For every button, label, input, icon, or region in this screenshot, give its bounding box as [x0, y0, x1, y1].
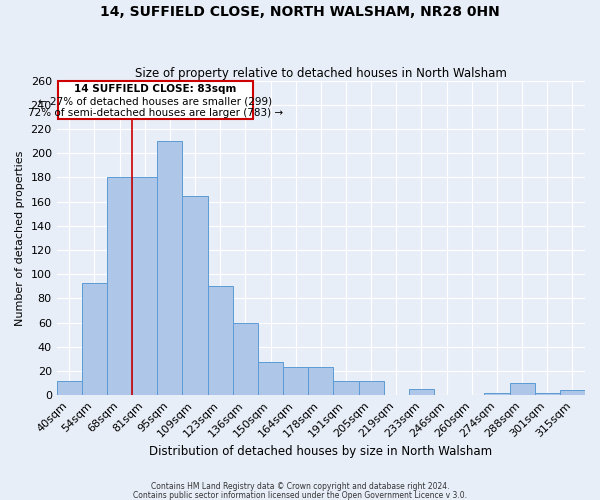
Bar	[157, 141, 182, 395]
Bar	[56, 380, 82, 395]
Text: ← 27% of detached houses are smaller (299): ← 27% of detached houses are smaller (29…	[38, 96, 272, 106]
Bar	[484, 392, 509, 395]
Bar	[509, 383, 535, 395]
Bar	[107, 178, 132, 395]
Y-axis label: Number of detached properties: Number of detached properties	[15, 150, 25, 326]
Bar	[58, 80, 253, 120]
Bar	[535, 392, 560, 395]
Bar	[182, 196, 208, 395]
Bar	[233, 322, 258, 395]
Bar	[258, 362, 283, 395]
Title: Size of property relative to detached houses in North Walsham: Size of property relative to detached ho…	[135, 66, 507, 80]
Bar	[283, 368, 308, 395]
Text: Contains public sector information licensed under the Open Government Licence v : Contains public sector information licen…	[133, 490, 467, 500]
Text: 14 SUFFIELD CLOSE: 83sqm: 14 SUFFIELD CLOSE: 83sqm	[74, 84, 236, 94]
Bar	[82, 282, 107, 395]
Text: Contains HM Land Registry data © Crown copyright and database right 2024.: Contains HM Land Registry data © Crown c…	[151, 482, 449, 491]
Bar	[308, 368, 334, 395]
Text: 14, SUFFIELD CLOSE, NORTH WALSHAM, NR28 0HN: 14, SUFFIELD CLOSE, NORTH WALSHAM, NR28 …	[100, 5, 500, 19]
Bar	[208, 286, 233, 395]
Bar	[359, 380, 384, 395]
Text: 72% of semi-detached houses are larger (783) →: 72% of semi-detached houses are larger (…	[28, 108, 283, 118]
Bar	[560, 390, 585, 395]
Bar	[409, 389, 434, 395]
Bar	[334, 380, 359, 395]
X-axis label: Distribution of detached houses by size in North Walsham: Distribution of detached houses by size …	[149, 444, 493, 458]
Bar	[132, 178, 157, 395]
